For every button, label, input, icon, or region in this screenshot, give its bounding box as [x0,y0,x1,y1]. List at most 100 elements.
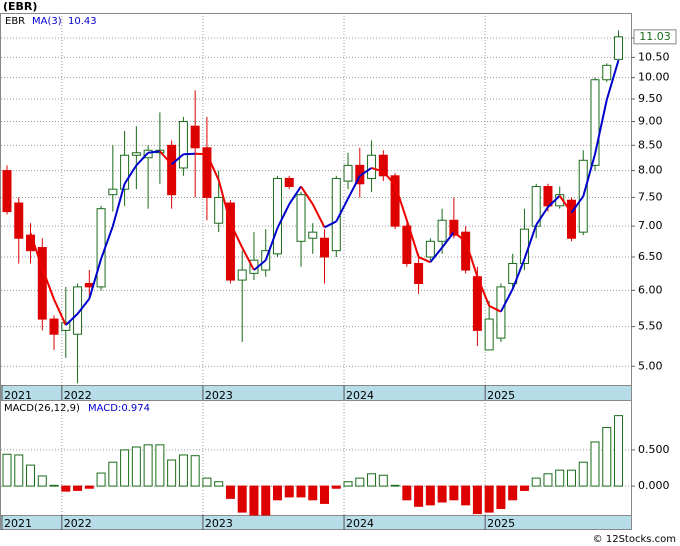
candle-body [308,231,318,239]
candle-body [272,177,282,255]
macd-bar [96,472,106,487]
macd-bar [437,485,447,503]
candle-body [425,240,435,258]
macd-bar [602,426,612,487]
candle-body [225,202,235,281]
ma-segment [183,152,196,156]
ma-segment [241,247,255,271]
candle-body [37,247,47,320]
ma-segment [100,225,114,260]
candle-body [167,144,177,196]
macd-bar [414,485,424,507]
legend-ma-value: 10.43 [68,16,97,27]
candle-body [414,262,424,284]
y-tick-label: 9.00 [638,115,663,128]
y-tick-label: 5.00 [638,359,663,372]
x-tick-label: 2025 [487,517,515,530]
macd-bar [590,441,600,487]
macd-bar [73,485,83,491]
macd-bar [308,485,318,501]
ma-segment [206,153,220,181]
ma-segment [123,164,138,185]
ma-segment [347,175,361,200]
ma-segment [41,267,55,300]
macd-bar [84,485,94,489]
macd-bar [449,485,459,501]
x-tick-label: 2024 [346,389,374,402]
ma-segment [500,288,514,313]
candle-body [178,121,188,169]
candle-body [367,154,377,179]
candle-body [590,79,600,166]
ma-segment [523,224,538,260]
x-tick-label: 2022 [64,389,92,402]
ma-segment [488,305,502,313]
ma-segment [464,240,479,278]
footer: © 12Stocks.com [593,534,676,545]
macd-bar [320,485,330,504]
candle-body [320,237,330,258]
ma-segment [558,195,573,214]
macd-bar [296,485,306,498]
y-tick-label: 0.000 [638,479,670,492]
ma-segment [76,298,91,315]
ma-segment [594,99,608,155]
macd-bar [402,485,412,501]
macd-title: MACD(26,12,9) [4,403,80,414]
y-tick-label: 6.50 [638,250,663,263]
y-tick-label: 10.00 [638,71,670,84]
ma-segment [264,227,279,261]
candle-body [214,196,224,224]
ma-segment [511,258,526,290]
candle-body [378,154,388,177]
macd-bar [237,485,247,513]
macd-bar [343,481,353,487]
candle-body [508,262,518,284]
ma-segment [359,167,373,177]
macd-bar [272,485,282,501]
macd-value: MACD:0.974 [88,403,150,414]
macd-bar [496,485,506,509]
macd-bar [543,473,553,487]
macd-bar [614,415,624,487]
ma-segment [311,203,326,228]
candle-body [566,199,576,239]
ma-segment [111,183,126,227]
macd-bar [367,473,377,487]
ma-segment [382,170,396,186]
macd-bar [167,459,177,487]
ma-segment [276,203,291,229]
macd-bar [425,485,435,506]
ma-segment [195,152,207,156]
ma-segment [605,59,620,101]
ma-segment [429,246,443,263]
ma-segment [547,195,561,208]
ma-segment [253,259,267,271]
ma-segment [53,299,67,326]
y-tick-label: 10.50 [638,50,670,63]
legend-symbol: EBR [5,16,25,27]
candle-body [237,269,247,281]
ma-segment [394,184,408,221]
x-tick-label: 2022 [64,517,92,530]
macd-bar [566,469,576,487]
ma-segment [147,150,161,154]
candle-body [96,208,106,288]
macd-bar [2,453,12,487]
legend-ma: MA(3) [32,16,62,27]
candle-body [73,286,83,335]
ma-segment [405,219,420,258]
candle-body [355,164,365,185]
ma-segment [88,258,103,300]
y-tick-label: 8.50 [638,138,663,151]
macd-bar [249,485,259,516]
macd-bar [14,454,24,487]
ma-segment [288,185,302,205]
macd-bar [214,481,224,487]
ma-segment [300,185,314,205]
macd-bar [143,444,153,487]
candle-body [284,177,294,187]
macd-bar [26,464,36,487]
candle-body [496,286,506,339]
